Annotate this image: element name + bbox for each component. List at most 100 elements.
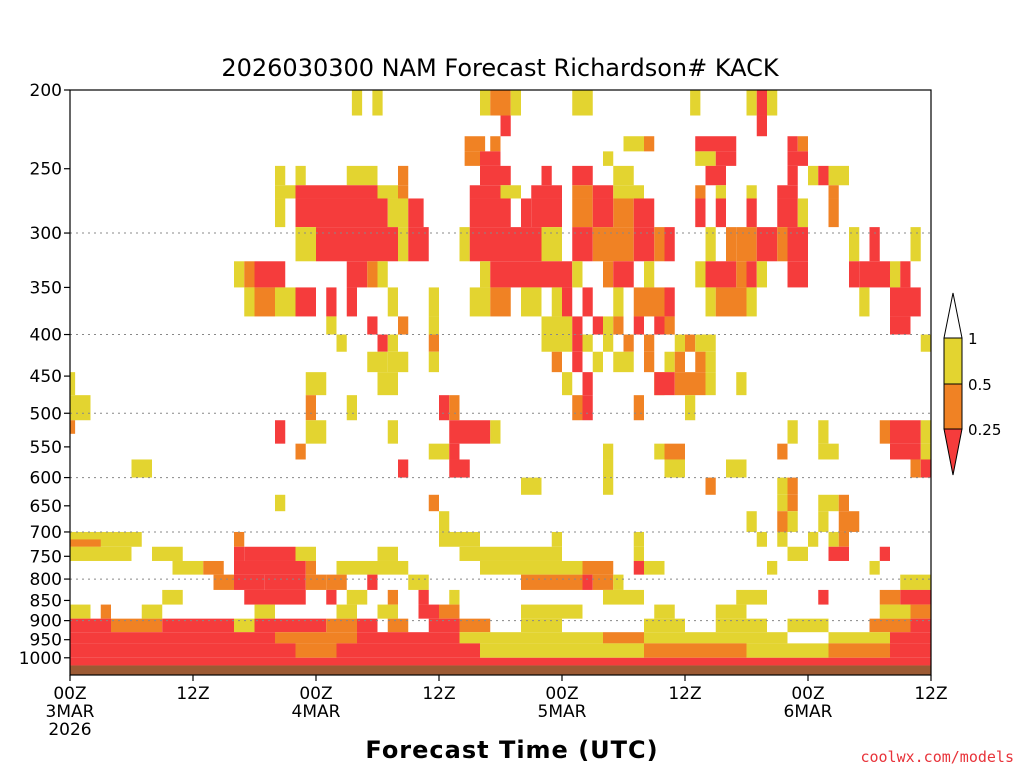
heatmap-cell [818, 511, 829, 532]
heatmap-cell [372, 90, 383, 116]
heatmap-cell [900, 589, 931, 605]
heatmap-cell [541, 227, 562, 262]
heatmap-cell [828, 632, 890, 644]
heatmap-cell [275, 420, 286, 444]
heatmap-cell [295, 185, 378, 199]
legend-swatch [943, 337, 963, 385]
heatmap-cell [572, 351, 583, 373]
heatmap-cell [326, 618, 357, 633]
heatmap-cell [613, 574, 624, 590]
heatmap-cell [920, 420, 931, 444]
heatmap-cell [715, 198, 726, 228]
heatmap-cell [244, 589, 306, 605]
heatmap-cell [603, 316, 614, 335]
heatmap-cell [572, 90, 593, 116]
heatmap-cell [808, 165, 819, 186]
heatmap-cell [377, 560, 409, 575]
heatmap-cell [70, 539, 101, 547]
heatmap-cell [910, 618, 931, 633]
y-axis: 200 250 300 350 400 450 500 550 600 650 700 750 8008… [19, 81, 70, 669]
heatmap-cell [305, 372, 327, 396]
heatmap-cell [70, 395, 91, 421]
heatmap-cell [582, 395, 593, 421]
heatmap-cell [449, 443, 460, 460]
heatmap-cell [910, 227, 921, 262]
heatmap-cell [674, 372, 685, 396]
heatmap-cell [244, 261, 255, 288]
heatmap-cell [387, 351, 398, 373]
heatmap-cell [787, 261, 808, 288]
heatmap-cell [756, 90, 767, 116]
heatmap-cell [654, 316, 665, 335]
heatmap-cell [439, 443, 450, 460]
heatmap-cell [480, 560, 583, 575]
heatmap-cell [377, 546, 398, 561]
heatmap-cell [644, 136, 655, 152]
heatmap-cell [910, 459, 921, 478]
heatmap-cell [633, 316, 644, 335]
heatmap-cell [572, 227, 593, 262]
heatmap-cell [787, 546, 808, 561]
y-tick-label: 750 [30, 547, 62, 567]
heatmap-cell [582, 334, 593, 352]
heatmap-cell [469, 287, 491, 317]
heatmap-cell [572, 198, 593, 228]
heatmap-cell [890, 643, 931, 658]
heatmap-cell [305, 560, 316, 575]
heatmap-cell [531, 185, 562, 199]
heatmap-cell [70, 372, 76, 396]
heatmap-cell [521, 198, 532, 228]
x-tick-label: 00Z [299, 684, 332, 704]
y-tick-label: 200 [30, 81, 62, 101]
heatmap-cell [459, 531, 480, 547]
heatmap-cell [613, 287, 624, 317]
heatmap-cell [275, 198, 286, 228]
heatmap-cell [695, 185, 706, 199]
heatmap-cell [377, 372, 398, 396]
heatmap-cell [695, 136, 737, 152]
legend-label: 0.5 [968, 376, 992, 394]
heatmap-cell [726, 227, 737, 262]
y-tick-label: 350 [30, 278, 62, 298]
heatmap-cell [490, 261, 501, 288]
heatmap-cell [316, 227, 398, 262]
heatmap-cell [736, 227, 757, 262]
heatmap-cell [633, 560, 644, 575]
heatmap-cell [254, 604, 275, 619]
heatmap-cell [398, 459, 409, 478]
heatmap-cell [920, 459, 931, 478]
heatmap-cell [828, 198, 839, 228]
y-tick-label: 850 [30, 591, 62, 611]
heatmap-cell [521, 477, 542, 495]
heatmap-cell [592, 574, 614, 590]
heatmap-cell [613, 185, 644, 199]
heatmap-cell [305, 574, 327, 590]
heatmap-cell [900, 574, 931, 590]
heatmap-cell [644, 643, 747, 658]
heatmap-cell [275, 165, 286, 186]
heatmap-cell [777, 443, 788, 460]
heatmap-cell [234, 531, 245, 547]
heatmap-cell [346, 287, 357, 317]
heatmap-cell [592, 185, 614, 199]
legend-swatch [943, 383, 963, 430]
heatmap-cell [367, 351, 388, 373]
heatmap-cell [654, 372, 675, 396]
heatmap-cell [787, 511, 798, 532]
heatmap-cell [787, 494, 798, 512]
heatmap-cell [562, 334, 573, 352]
heatmap-cell [828, 546, 849, 561]
heatmap-cell [582, 560, 614, 575]
heatmap-cell [367, 316, 378, 335]
x-tick-label: 2026 [48, 720, 91, 740]
heatmap-cell [818, 443, 839, 460]
y-tick-label: 700 [30, 523, 62, 543]
heatmap-cell [879, 604, 911, 619]
heatmap-cell [613, 351, 634, 373]
heatmap-cell [664, 287, 675, 317]
heatmap-cell [428, 494, 439, 512]
heatmap-cell [500, 227, 542, 262]
y-tick-label: 550 [30, 438, 62, 458]
heatmap-cell [695, 198, 706, 228]
heatmap-cell [428, 443, 439, 460]
